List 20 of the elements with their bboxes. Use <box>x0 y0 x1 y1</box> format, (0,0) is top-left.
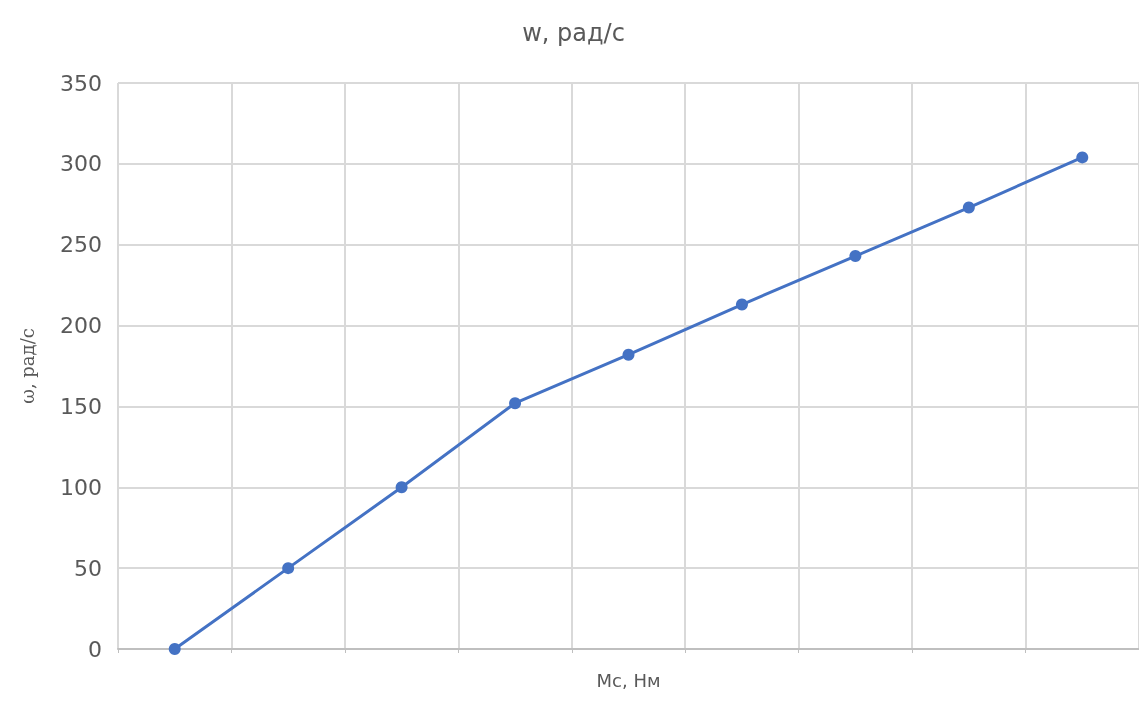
chart-title: w, рад/с <box>522 19 625 47</box>
y-tick-label: 350 <box>60 70 102 96</box>
y-tick-label: 100 <box>60 474 102 500</box>
y-tick-label: 300 <box>60 151 102 177</box>
y-tick-label: 0 <box>88 636 102 662</box>
y-tick-label: 250 <box>60 232 102 258</box>
point <box>1076 151 1089 164</box>
x-axis-title: Мс, Нм <box>596 669 661 691</box>
y-tick-label: 150 <box>60 393 102 419</box>
point <box>622 348 635 361</box>
point <box>509 397 522 410</box>
point <box>168 643 181 655</box>
y-tick-label: 200 <box>60 313 102 339</box>
point <box>962 201 975 214</box>
point <box>282 562 295 575</box>
y-axis-title: ω, рад/с <box>16 328 38 404</box>
point <box>849 250 862 263</box>
point <box>395 481 408 494</box>
y-tick-label: 50 <box>74 555 102 581</box>
point <box>735 298 748 311</box>
